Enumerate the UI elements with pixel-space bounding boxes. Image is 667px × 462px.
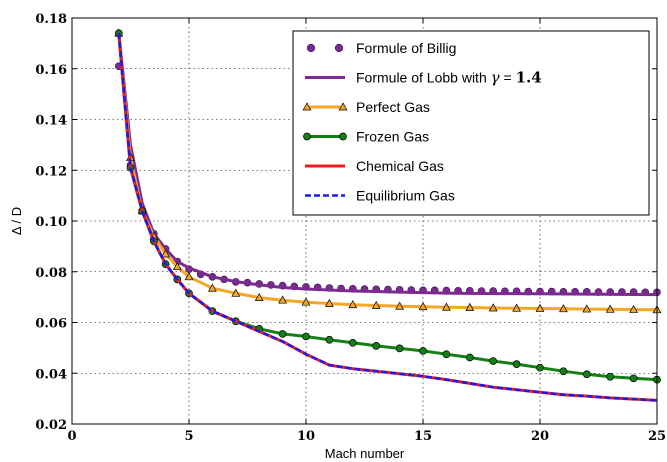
frozen-gas-point (395, 344, 404, 353)
legend-swatch-formule-of-billig (306, 43, 316, 53)
legend-swatch-formule-of-billig (334, 43, 344, 53)
series-layer (114, 28, 662, 402)
y-tick-label: 0.04 (35, 367, 67, 382)
perfect-gas-point (208, 283, 217, 292)
frozen-gas-point (559, 367, 568, 376)
perfect-gas-point (605, 304, 615, 313)
frozen-gas-point (606, 372, 615, 381)
y-tick-label: 0.14 (35, 114, 67, 129)
legend-box (292, 30, 650, 216)
legend-label-text: Frozen Gas (356, 129, 429, 145)
perfect-gas-point (465, 302, 475, 311)
y-tick-label: 0.16 (35, 63, 67, 78)
perfect-gas-point (535, 303, 545, 312)
perfect-gas-point (231, 288, 241, 297)
perfect-gas-point (488, 303, 498, 312)
frozen-gas-point (419, 347, 427, 355)
legend-label: Chemical Gas (356, 158, 444, 174)
frozen-gas-point (325, 335, 334, 344)
perfect-gas-point (629, 304, 638, 313)
y-tick-label: 0.06 (35, 317, 67, 332)
x-axis-label: Mach number (325, 446, 405, 461)
x-tick-label: 0 (67, 429, 76, 444)
y-axis-label: Δ / D (9, 207, 24, 235)
perfect-gas-point (371, 300, 381, 309)
perfect-gas-point (348, 300, 358, 309)
perfect-gas-point (278, 295, 287, 304)
perfect-gas-point (512, 303, 521, 312)
frozen-gas-point (442, 350, 451, 359)
legend-label-text: Perfect Gas (356, 99, 430, 115)
legend-marker-frozen-gas (303, 132, 311, 141)
perfect-gas-point (161, 249, 170, 258)
legend-math-part: = (500, 70, 516, 86)
y-tick-label: 0.02 (35, 418, 67, 433)
y-tick-label: 0.18 (35, 12, 67, 27)
x-tick-label: 15 (414, 429, 432, 444)
frozen-gas-point (629, 374, 638, 383)
perfect-gas-point (559, 304, 568, 313)
legend-math-part: γ (491, 69, 500, 87)
frozen-gas-point (372, 341, 381, 350)
perfect-gas-point (442, 302, 451, 311)
x-tick-label: 10 (297, 429, 315, 444)
legend-label: Perfect Gas (356, 99, 430, 115)
y-tick-label: 0.08 (35, 266, 67, 281)
legend-marker-frozen-gas (339, 132, 347, 141)
frozen-gas-point (512, 360, 521, 368)
frozen-gas-point (465, 353, 474, 362)
x-tick-label: 5 (184, 429, 193, 444)
legend-marker-perfect-gas (338, 102, 348, 111)
perfect-gas-point (254, 292, 264, 301)
legend-label-text: Equilibrium Gas (356, 188, 455, 204)
perfect-gas-point (184, 272, 194, 281)
y-tick-label: 0.12 (35, 164, 67, 179)
equilibrium-gas-line (117, 33, 658, 402)
perfect-gas-point (172, 261, 182, 271)
perfect-gas-point (582, 304, 592, 313)
frozen-gas-point (536, 363, 544, 372)
frozen-gas-point (348, 338, 357, 347)
perfect-gas-point (325, 298, 334, 307)
frozen-gas-point (582, 370, 591, 379)
legend-label-text: Formule of Billig (356, 40, 456, 56)
perfect-gas-point (395, 301, 404, 310)
perfect-gas-point (418, 302, 428, 311)
axis-ticks: 0 5 10 15 20 25 0.02 0.04 0.06 0.08 0.10 0.12 0.14 0.… (35, 12, 666, 444)
legend-label: Formule of Billig (356, 40, 456, 56)
legend-label: Frozen Gas (356, 129, 429, 145)
legend-marker-perfect-gas (302, 102, 312, 111)
legend-label: Formule of Lobb with γ = 1.4 (356, 69, 542, 87)
perfect-gas-point (301, 297, 311, 306)
y-tick-label: 0.10 (35, 215, 67, 230)
frozen-gas-point (302, 332, 310, 341)
legend-label-text: Chemical Gas (356, 158, 444, 174)
legend: Formule of Billig Formule of Lobb with γ … (292, 30, 650, 216)
frozen-gas-point (489, 357, 498, 365)
legend-math-part: 1.4 (516, 69, 542, 87)
legend-label-text: Formule of Lobb with (356, 70, 491, 86)
x-tick-label: 20 (531, 429, 549, 444)
frozen-gas-point (278, 330, 287, 338)
x-tick-label: 25 (648, 429, 666, 444)
legend-label: Equilibrium Gas (356, 188, 455, 204)
